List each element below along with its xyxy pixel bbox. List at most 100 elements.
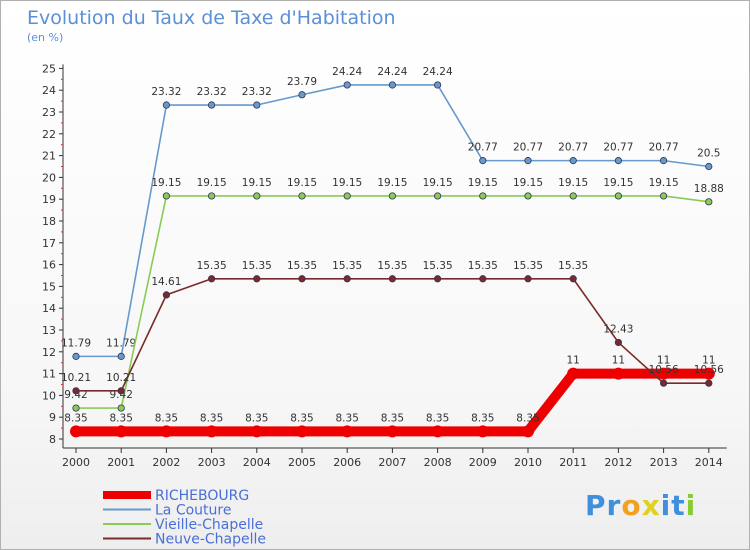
data-point-vieille-chapelle: [524, 192, 532, 200]
data-point-richebourg: [657, 367, 670, 380]
data-point-la-couture: [208, 101, 216, 109]
data-point-neuve-chapelle: [659, 379, 668, 387]
data-label-neuve-chapelle: 15.35: [423, 260, 453, 272]
data-point-la-couture: [388, 81, 396, 89]
data-point-richebourg: [702, 367, 715, 380]
y-tick-label: 22: [42, 128, 56, 141]
data-point-richebourg: [386, 425, 399, 438]
data-point-neuve-chapelle: [614, 338, 623, 347]
data-point-la-couture: [705, 162, 713, 171]
series-line-la-couture: [75, 84, 710, 358]
data-point-neuve-chapelle: [298, 275, 306, 283]
data-point-vieille-chapelle: [72, 404, 80, 412]
data-label-la-couture: 24.24: [377, 66, 407, 78]
data-label-la-couture: 23.32: [242, 86, 272, 98]
data-label-richebourg: 8.35: [381, 412, 404, 424]
proxiti-logo: Proxiti: [585, 489, 696, 522]
data-label-vieille-chapelle: 19.15: [287, 177, 317, 189]
x-tick-label: 2008: [424, 456, 452, 469]
y-tick-label: 19: [42, 193, 56, 206]
data-label-vieille-chapelle: 19.15: [197, 177, 227, 189]
y-tick-label: 12: [42, 346, 56, 359]
y-tick-label: 20: [42, 171, 56, 184]
data-point-la-couture: [72, 352, 80, 360]
data-label-la-couture: 24.24: [423, 66, 453, 78]
data-point-neuve-chapelle: [388, 275, 396, 283]
data-label-vieille-chapelle: 19.15: [468, 177, 498, 189]
data-label-la-couture: 20.77: [558, 142, 588, 154]
x-tick-label: 2006: [333, 456, 361, 469]
data-label-la-couture: 11.79: [61, 337, 91, 349]
data-label-neuve-chapelle: 15.35: [242, 260, 272, 272]
data-label-la-couture: 20.5: [697, 148, 720, 160]
data-point-la-couture: [162, 101, 170, 109]
legend-label-neuve-chapelle: Neuve-Chapelle: [155, 532, 266, 548]
x-tick-label: 2000: [62, 456, 90, 469]
x-tick-label: 2003: [198, 456, 226, 469]
logo-letter: x: [641, 489, 661, 522]
data-label-richebourg: 8.35: [110, 412, 133, 424]
data-point-richebourg: [431, 425, 444, 438]
data-point-vieille-chapelle: [479, 192, 487, 200]
data-label-neuve-chapelle: 15.35: [513, 260, 543, 272]
data-point-vieille-chapelle: [343, 192, 351, 200]
data-label-neuve-chapelle: 15.35: [468, 260, 498, 272]
legend-label-richebourg: RICHEBOURG: [155, 488, 249, 504]
data-point-richebourg: [567, 367, 580, 380]
data-label-richebourg: 8.35: [426, 412, 449, 424]
unit-label: (en %): [27, 31, 64, 44]
data-point-vieille-chapelle: [569, 192, 577, 200]
data-point-la-couture: [614, 157, 623, 165]
data-label-richebourg: 8.35: [471, 412, 494, 424]
data-point-neuve-chapelle: [253, 275, 261, 283]
data-label-vieille-chapelle: 19.15: [649, 177, 679, 189]
data-point-vieille-chapelle: [433, 192, 442, 200]
data-point-neuve-chapelle: [72, 387, 80, 395]
data-label-vieille-chapelle: 19.15: [332, 177, 362, 189]
data-label-neuve-chapelle: 15.35: [287, 260, 317, 272]
data-point-neuve-chapelle: [433, 275, 442, 283]
logo-letter: r: [606, 489, 622, 522]
data-label-neuve-chapelle: 10.21: [61, 372, 91, 384]
data-point-vieille-chapelle: [162, 192, 170, 200]
data-label-la-couture: 23.32: [151, 86, 181, 98]
data-point-neuve-chapelle: [162, 291, 170, 299]
data-point-vieille-chapelle: [614, 192, 623, 200]
x-tick-label: 2005: [288, 456, 316, 469]
legend-label-vieille-chapelle: Vieille-Chapelle: [155, 517, 263, 533]
data-point-richebourg: [612, 367, 625, 380]
data-point-la-couture: [117, 352, 125, 360]
data-label-neuve-chapelle: 15.35: [377, 260, 407, 272]
data-point-vieille-chapelle: [298, 192, 306, 200]
data-label-la-couture: 20.77: [513, 142, 543, 154]
x-tick-label: 2012: [604, 456, 632, 469]
y-tick-label: 21: [42, 150, 56, 163]
data-point-vieille-chapelle: [705, 198, 713, 206]
data-label-vieille-chapelle: 18.88: [694, 183, 724, 195]
data-point-richebourg: [205, 425, 218, 438]
data-point-la-couture: [253, 101, 261, 109]
data-label-richebourg: 8.35: [336, 412, 359, 424]
data-point-neuve-chapelle: [343, 275, 351, 283]
data-point-richebourg: [70, 425, 82, 438]
data-label-neuve-chapelle: 12.43: [603, 323, 633, 335]
y-tick-label: 14: [42, 302, 56, 315]
data-label-richebourg: 11: [657, 355, 670, 367]
x-tick-label: 2007: [378, 456, 406, 469]
data-label-la-couture: 11.79: [106, 337, 136, 349]
data-point-neuve-chapelle: [479, 275, 487, 283]
data-point-la-couture: [298, 91, 306, 99]
data-point-neuve-chapelle: [524, 275, 532, 283]
data-point-la-couture: [343, 81, 351, 89]
data-label-vieille-chapelle: 19.15: [151, 177, 181, 189]
y-tick-label: 15: [42, 280, 56, 293]
y-tick-label: 17: [42, 237, 56, 250]
data-point-richebourg: [115, 425, 128, 438]
data-label-richebourg: 8.35: [155, 412, 178, 424]
x-tick-label: 2001: [107, 456, 135, 469]
data-point-richebourg: [296, 425, 308, 438]
y-tick-label: 25: [42, 62, 56, 75]
data-point-la-couture: [569, 157, 577, 165]
